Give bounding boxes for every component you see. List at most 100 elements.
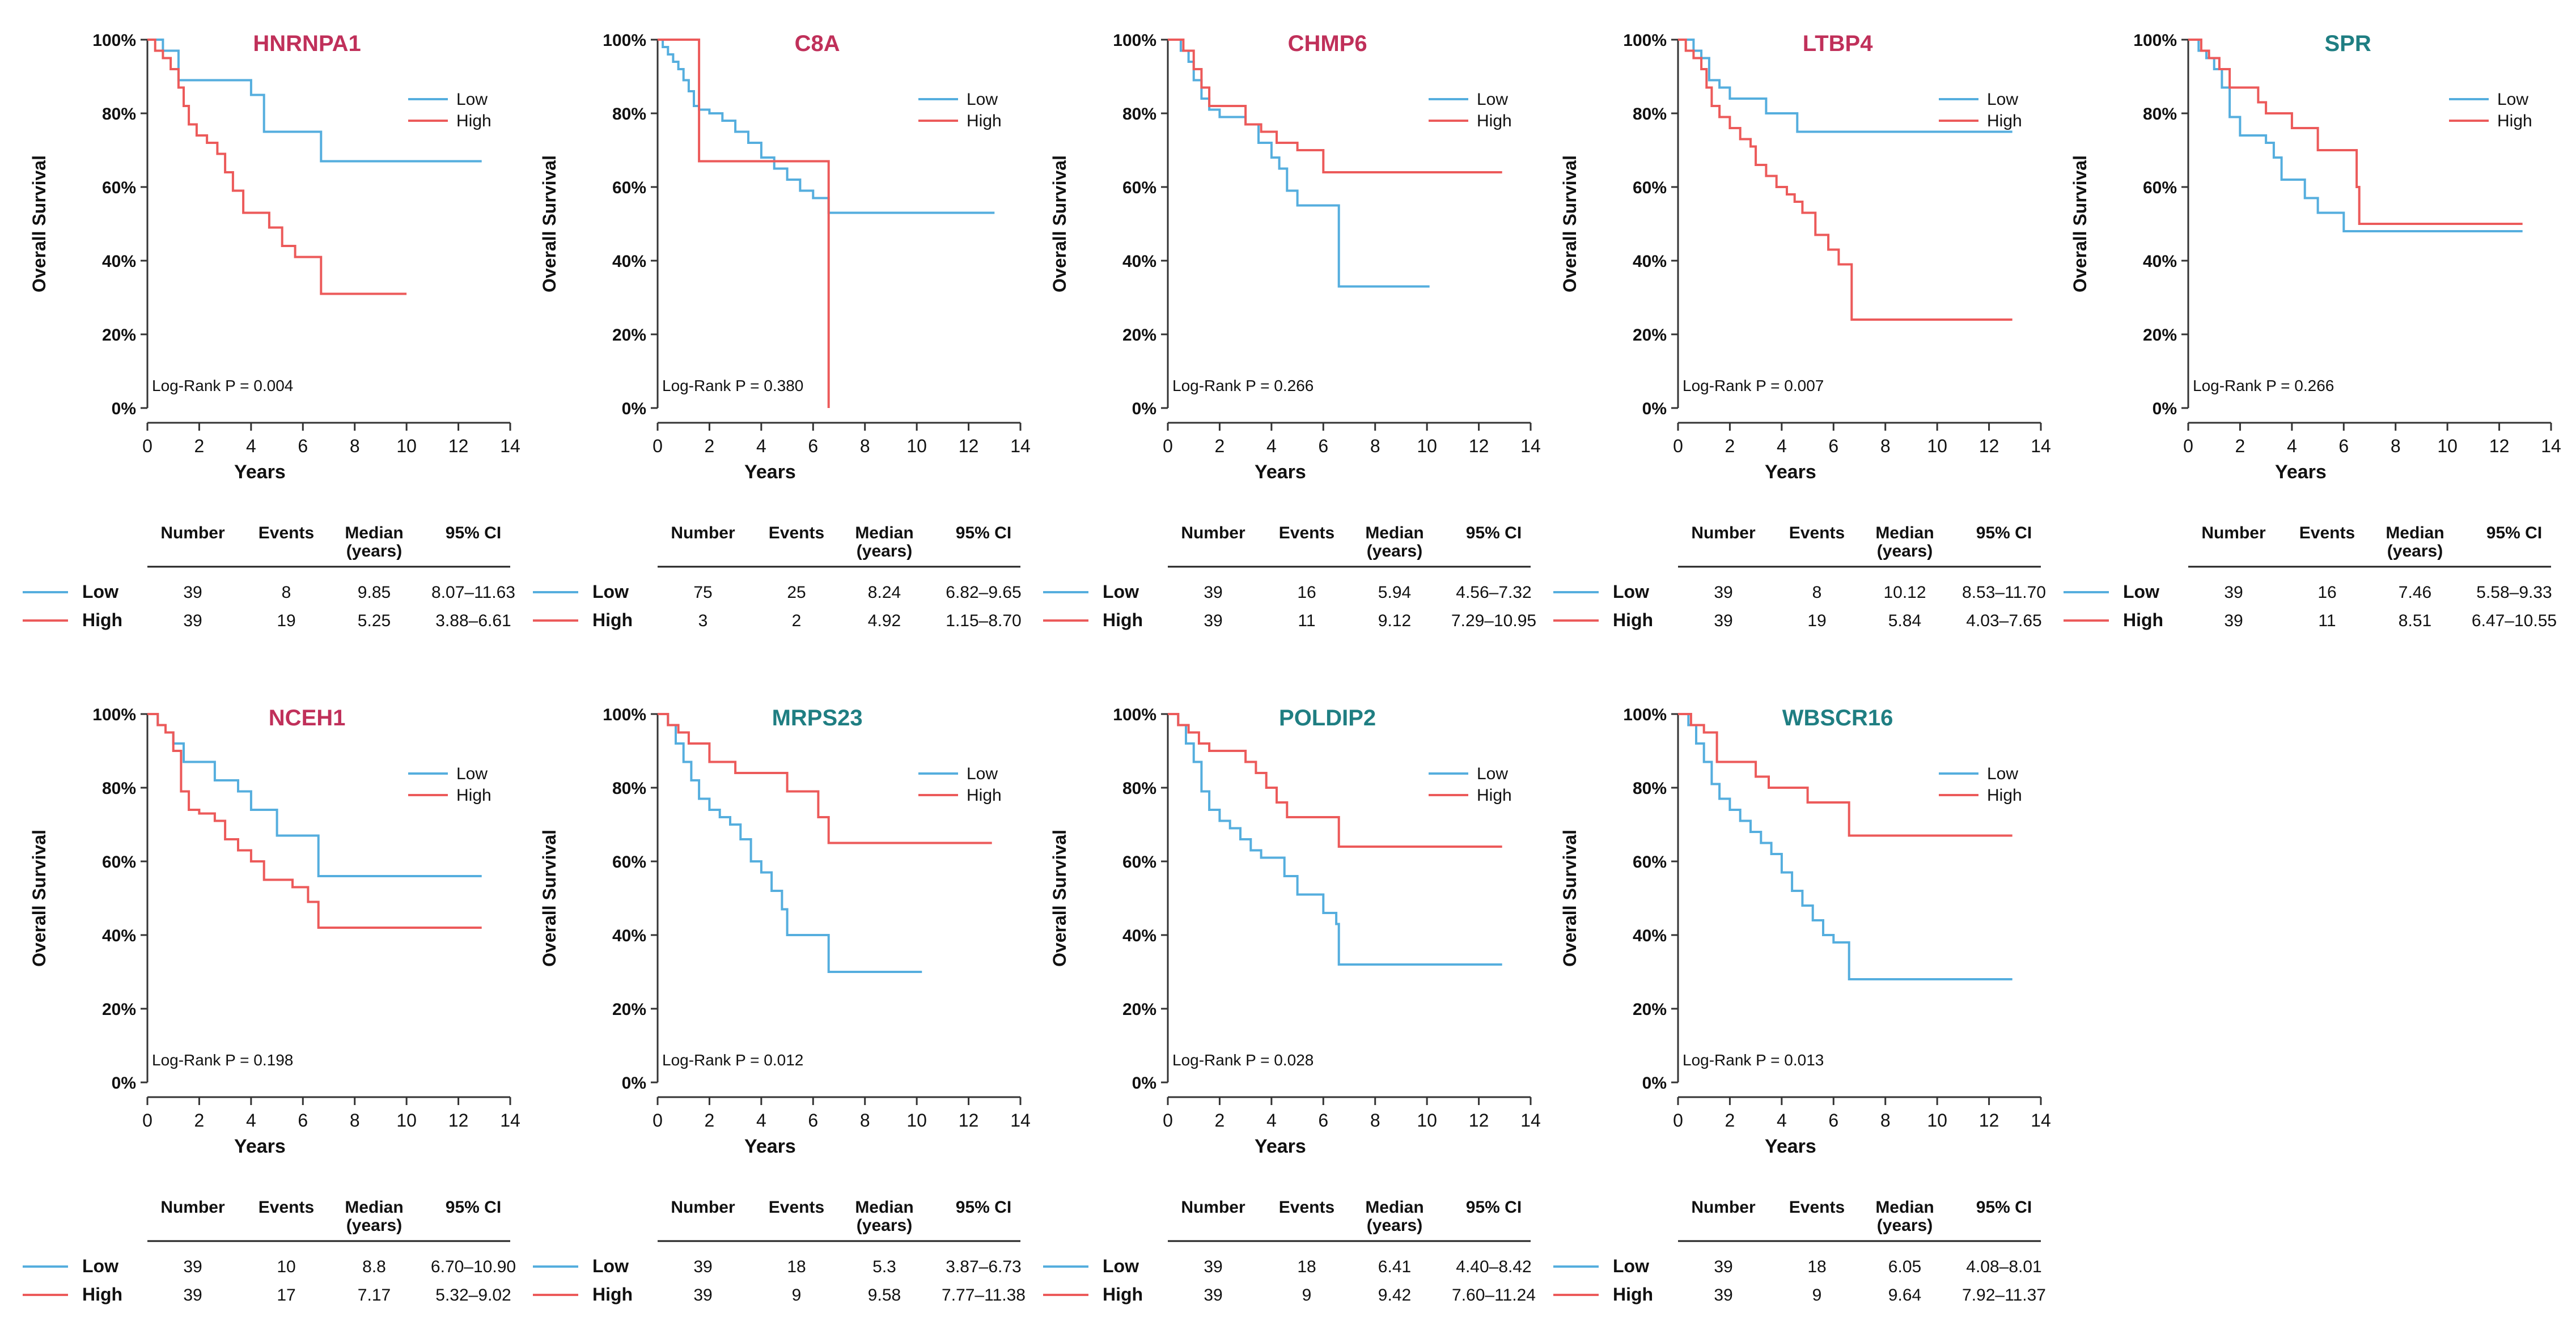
legend-label: Low <box>967 764 998 783</box>
y-tick-label: 80% <box>1633 779 1667 798</box>
y-tick-label: 20% <box>612 1000 646 1019</box>
table-cell-ci: 4.40–8.42 <box>1456 1257 1531 1276</box>
y-tick-label: 40% <box>1633 927 1667 945</box>
table-cell-median: 9.58 <box>868 1286 901 1305</box>
y-tick-label: 100% <box>1113 31 1156 50</box>
x-tick-label: 6 <box>2338 436 2349 456</box>
table-header-events: Events <box>1789 524 1845 542</box>
y-tick-label: 20% <box>102 1000 136 1019</box>
x-tick-label: 6 <box>298 436 308 456</box>
y-tick-label: 100% <box>92 31 136 50</box>
logrank-annotation: Log-Rank P = 0.266 <box>1172 377 1314 394</box>
x-tick-label: 2 <box>194 1110 205 1131</box>
table-header-number: Number <box>160 1198 225 1217</box>
table-cell-median: 8.24 <box>868 583 901 602</box>
table-cell-ci: 7.29–10.95 <box>1451 611 1536 630</box>
x-tick-label: 4 <box>1266 1110 1277 1131</box>
table-cell-ci: 5.58–9.33 <box>2476 583 2552 602</box>
table-header-ci: 95% CI <box>446 524 501 542</box>
y-tick-label: 60% <box>1122 179 1156 197</box>
table-cell-median: 4.92 <box>868 611 901 630</box>
survival-curve-high <box>2188 39 2523 225</box>
table-cell-number: 39 <box>1714 1286 1732 1305</box>
table-header-years: (years) <box>1877 542 1933 560</box>
table-header-years: (years) <box>346 542 402 560</box>
y-tick-label: 60% <box>1633 853 1667 872</box>
table-cell-ci: 6.70–10.90 <box>431 1257 516 1276</box>
y-tick-label: 80% <box>2143 105 2177 124</box>
table-cell-number: 39 <box>693 1257 712 1276</box>
x-tick-label: 12 <box>1979 436 1999 456</box>
x-tick-label: 0 <box>1163 436 1173 456</box>
x-tick-label: 8 <box>1370 1110 1380 1131</box>
x-tick-label: 4 <box>246 1110 256 1131</box>
y-tick-label: 20% <box>1633 1000 1667 1019</box>
table-cell-number: 39 <box>1714 611 1732 630</box>
y-tick-label: 60% <box>102 179 136 197</box>
x-tick-label: 10 <box>1927 1110 1947 1131</box>
x-tick-label: 12 <box>959 1110 979 1131</box>
legend-label: Low <box>1987 90 2018 109</box>
table-cell-events: 19 <box>1807 611 1826 630</box>
chart-title: POLDIP2 <box>1279 706 1376 730</box>
table-cell-ci: 5.32–9.02 <box>435 1286 511 1305</box>
x-tick-label: 6 <box>298 1110 308 1131</box>
y-axis-label: Overall Survival <box>29 830 49 967</box>
legend-label: High <box>1987 112 2022 130</box>
x-tick-label: 12 <box>448 1110 469 1131</box>
table-cell-ci: 7.77–11.38 <box>942 1286 1026 1305</box>
km-panel: 0% 20% 40% 60% 80% 100% 0 2 4 6 8 10 12 14 Overall Sur… <box>533 706 1031 1305</box>
x-tick-label: 4 <box>756 1110 766 1131</box>
y-tick-label: 80% <box>1122 105 1156 124</box>
table-group-label: High <box>2123 610 2163 630</box>
km-panel: 0% 20% 40% 60% 80% 100% 0 2 4 6 8 10 12 14 Overall Sur… <box>23 706 520 1305</box>
table-header-median: Median <box>1365 524 1423 542</box>
table-cell-events: 9 <box>792 1286 802 1305</box>
x-tick-label: 6 <box>1318 1110 1328 1131</box>
survival-curve-high <box>658 713 992 844</box>
table-header-number: Number <box>160 524 225 542</box>
y-tick-label: 40% <box>102 252 136 271</box>
y-tick-label: 0% <box>1132 400 1156 418</box>
table-header-years: (years) <box>1367 542 1422 560</box>
table-header-median: Median <box>345 1198 403 1217</box>
y-tick-label: 40% <box>102 927 136 945</box>
table-cell-number: 39 <box>1204 1257 1222 1276</box>
x-axis-label: Years <box>744 461 796 483</box>
y-axis-label: Overall Survival <box>1049 830 1070 967</box>
y-tick-label: 80% <box>102 779 136 798</box>
y-tick-label: 60% <box>1633 179 1667 197</box>
legend-label: Low <box>967 90 998 109</box>
table-group-label: High <box>1613 610 1653 630</box>
table-cell-events: 25 <box>787 583 806 602</box>
table-cell-median: 9.85 <box>358 583 391 602</box>
table-header-median: Median <box>1875 524 1934 542</box>
survival-curve-high <box>147 39 407 295</box>
x-tick-label: 2 <box>1215 436 1225 456</box>
x-tick-label: 0 <box>1673 1110 1683 1131</box>
x-tick-label: 2 <box>194 436 205 456</box>
x-axis-label: Years <box>1255 461 1306 483</box>
x-tick-label: 6 <box>808 1110 818 1131</box>
y-tick-label: 80% <box>612 779 646 798</box>
x-tick-label: 10 <box>396 1110 417 1131</box>
table-cell-median: 5.94 <box>1378 583 1411 602</box>
table-group-label: High <box>1103 1284 1143 1305</box>
table-cell-ci: 6.82–9.65 <box>946 583 1021 602</box>
y-tick-label: 0% <box>1642 400 1667 418</box>
y-tick-label: 60% <box>2143 179 2177 197</box>
y-tick-label: 20% <box>1122 1000 1156 1019</box>
table-cell-number: 39 <box>693 1286 712 1305</box>
legend-label: Low <box>1477 764 1508 783</box>
x-tick-label: 14 <box>2031 1110 2051 1131</box>
table-header-years: (years) <box>857 542 912 560</box>
table-cell-events: 18 <box>1297 1257 1316 1276</box>
table-header-number: Number <box>1691 524 1756 542</box>
table-group-label: High <box>82 1284 122 1305</box>
x-tick-label: 4 <box>246 436 256 456</box>
x-tick-label: 0 <box>1673 436 1683 456</box>
survival-curve-high <box>1678 713 2012 837</box>
table-header-ci: 95% CI <box>1976 1198 2032 1217</box>
table-header-events: Events <box>769 524 824 542</box>
